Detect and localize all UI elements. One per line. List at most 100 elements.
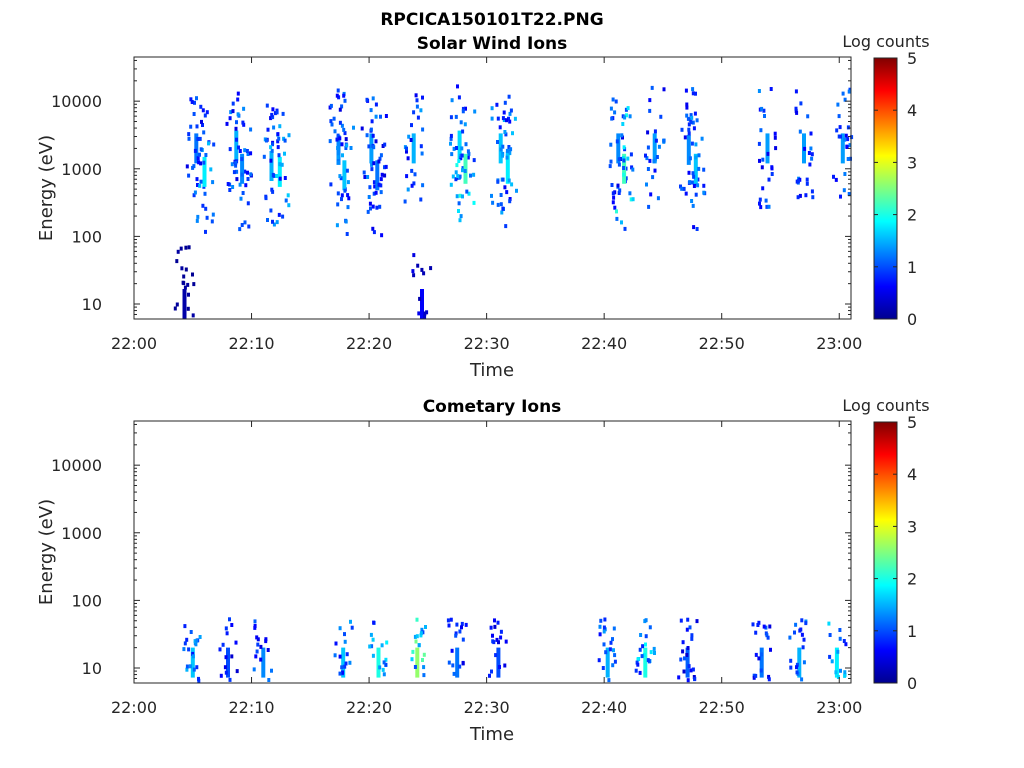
heatmap-cell <box>846 137 850 142</box>
heatmap-cell <box>202 130 206 135</box>
heatmap-cell <box>601 666 605 670</box>
heatmap-cell <box>345 168 349 173</box>
heatmap-cell <box>185 667 189 672</box>
heatmap-cell <box>501 153 504 158</box>
heatmap-cell <box>838 636 842 641</box>
heatmap-cell <box>210 219 214 224</box>
heatmap-cell <box>682 186 686 191</box>
heatmap-cell <box>329 103 333 108</box>
heatmap-cell <box>700 136 704 141</box>
heatmap-cell <box>460 625 463 630</box>
cometary-title: Cometary Ions <box>423 397 562 417</box>
heatmap-cell <box>382 660 386 665</box>
heatmap-cell <box>219 673 223 678</box>
heatmap-cell <box>175 259 179 264</box>
heatmap-cell <box>238 149 242 153</box>
heatmap-cell <box>461 129 465 134</box>
heatmap-cell <box>341 153 344 158</box>
heatmap-cell <box>454 170 458 175</box>
heatmap-cell <box>802 637 806 642</box>
heatmap-cell <box>499 635 503 640</box>
heatmap-cell <box>253 619 257 624</box>
heatmap-burst <box>652 133 657 164</box>
heatmap-cell <box>365 97 369 102</box>
heatmap-cell <box>754 652 758 657</box>
heatmap-cell <box>362 170 366 175</box>
heatmap-cell <box>625 113 628 118</box>
heatmap-cell <box>501 177 505 182</box>
heatmap-cell <box>757 656 761 661</box>
heatmap-cell <box>197 160 201 165</box>
heatmap-cell <box>472 200 476 205</box>
heatmap-cell <box>409 138 413 142</box>
heatmap-cell <box>687 122 691 127</box>
heatmap-cell <box>461 194 464 199</box>
heatmap-cell <box>770 172 774 176</box>
heatmap-cell <box>461 661 465 666</box>
heatmap-cell <box>183 285 187 290</box>
heatmap-cell <box>342 93 346 98</box>
heatmap-cell <box>846 157 850 161</box>
heatmap-cell <box>472 158 476 163</box>
heatmap-cell <box>461 106 465 111</box>
heatmap-cell <box>495 637 499 642</box>
heatmap-cell <box>199 147 203 152</box>
heatmap-cell <box>264 637 268 642</box>
heatmap-cell <box>384 114 388 118</box>
heatmap-cell <box>628 114 632 119</box>
heatmap-cell <box>496 202 500 207</box>
heatmap-cell <box>189 630 193 634</box>
heatmap-cell <box>422 652 426 657</box>
heatmap-cell <box>333 653 337 658</box>
heatmap-cell <box>794 89 798 94</box>
heatmap-cell <box>799 627 803 632</box>
heatmap-cell <box>382 672 386 677</box>
heatmap-cell <box>758 197 762 202</box>
colorbar-tick-label: 1 <box>907 258 917 277</box>
heatmap-cell <box>454 631 458 636</box>
heatmap-cell <box>218 647 222 652</box>
heatmap-cell <box>635 660 639 665</box>
heatmap-cell <box>202 160 206 165</box>
heatmap-cell <box>612 626 616 631</box>
heatmap-cell <box>271 142 274 147</box>
heatmap-cell <box>384 164 388 169</box>
heatmap-cell <box>461 168 464 173</box>
heatmap-cell <box>651 175 655 180</box>
colorbar-tick-label: 2 <box>907 206 917 225</box>
heatmap-cell <box>702 190 706 195</box>
heatmap-cell <box>689 120 693 125</box>
heatmap-cell <box>836 102 840 107</box>
heatmap-cell <box>762 108 766 113</box>
x-tick-label: 23:00 <box>816 698 862 717</box>
heatmap-cell <box>269 158 273 163</box>
heatmap-cell <box>249 172 253 177</box>
heatmap-cell <box>412 181 416 186</box>
heatmap-cell <box>195 96 198 101</box>
heatmap-burst <box>759 647 764 678</box>
heatmap-cell <box>346 205 350 210</box>
heatmap-cell <box>235 137 238 142</box>
heatmap-cell <box>620 220 623 225</box>
cometary-panel: Cometary Ions 22:00 22:10 22:20 22:30 22:40 2… <box>36 396 930 745</box>
y-tick-label: 10 <box>82 295 102 314</box>
heatmap-cell <box>458 218 462 223</box>
heatmap-cell <box>416 115 420 120</box>
heatmap-cell <box>835 128 839 133</box>
colorbar-tick-label: 2 <box>907 570 917 589</box>
heatmap-cell <box>451 174 455 179</box>
heatmap-cell <box>455 194 459 199</box>
heatmap-cell <box>495 102 499 107</box>
heatmap-cell <box>349 146 353 150</box>
colorbar-tick-label: 4 <box>907 465 917 484</box>
heatmap-cell <box>457 159 461 163</box>
heatmap-cell <box>691 120 695 125</box>
heatmap-cell <box>695 619 699 624</box>
x-tick-label: 23:00 <box>816 334 862 353</box>
heatmap-burst <box>457 130 462 161</box>
heatmap-cell <box>271 115 275 120</box>
heatmap-cell <box>230 623 234 627</box>
heatmap-cell <box>244 183 248 188</box>
heatmap-cell <box>196 156 200 161</box>
heatmap-cell <box>188 664 192 669</box>
